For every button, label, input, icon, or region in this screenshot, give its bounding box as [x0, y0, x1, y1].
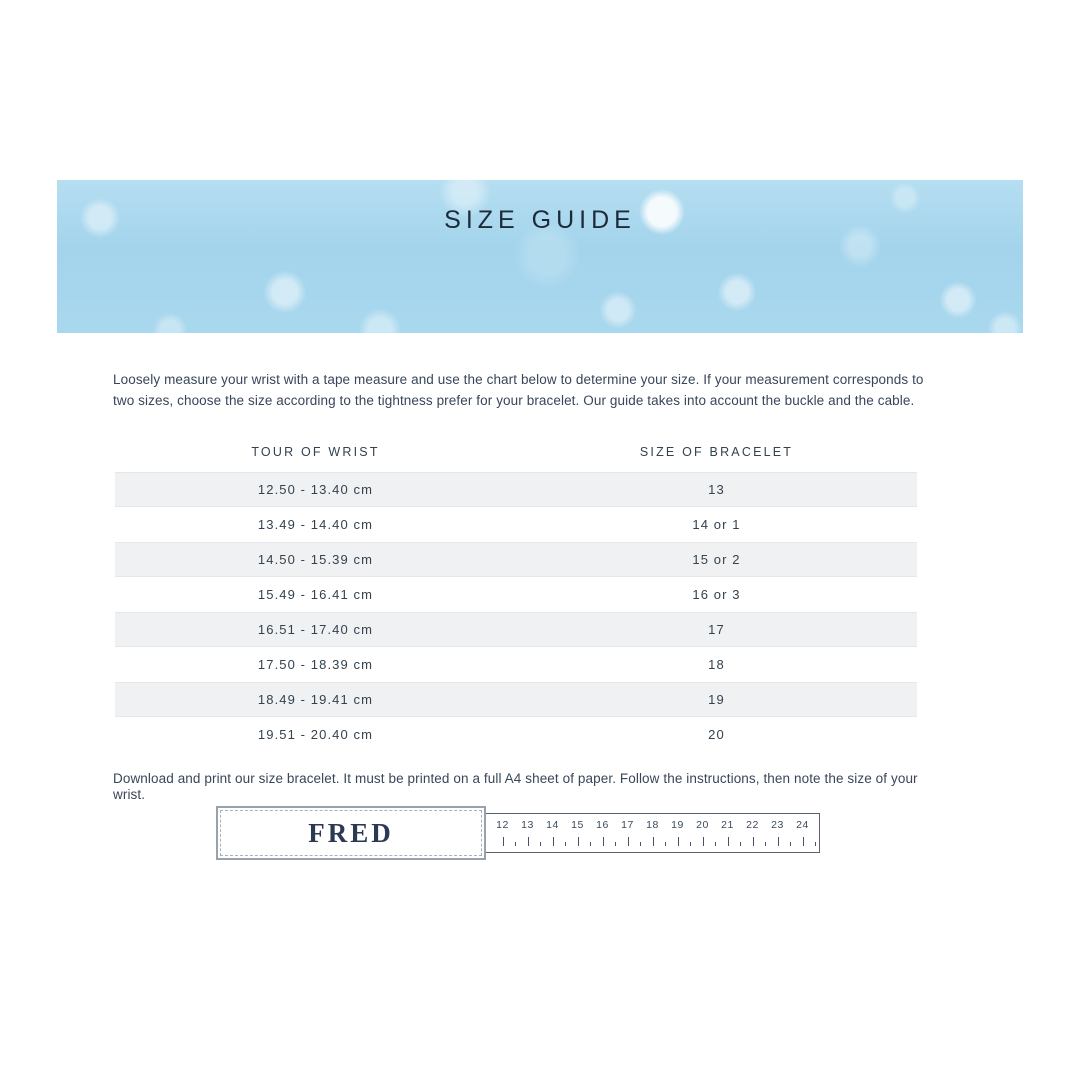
ruler-mark: 23: [765, 814, 791, 852]
ruler-mark: 21: [715, 814, 741, 852]
wrist-range-cell: 12.50 - 13.40 cm: [257, 482, 374, 497]
fred-logo: FRED: [308, 817, 394, 848]
ruler-tick-major: [527, 837, 529, 846]
table-row: 17.50 - 18.39 cm 18: [115, 647, 917, 682]
ruler-mark: 20: [690, 814, 716, 852]
table-row: 13.49 - 14.40 cm 14 or 1: [115, 507, 917, 542]
ruler-number: 24: [796, 819, 809, 831]
ruler-number: 19: [671, 819, 684, 831]
ruler-tick-minor: [764, 842, 766, 846]
bracelet-size-cell: 15 or 2: [692, 552, 741, 567]
table-row: 15.49 - 16.41 cm 16 or 3: [115, 577, 917, 612]
ruler-tick-major: [627, 837, 629, 846]
wrist-range-cell: 14.50 - 15.39 cm: [257, 552, 374, 567]
column-header-tour-of-wrist: TOUR OF WRIST: [251, 445, 380, 459]
ruler-tick-major: [502, 837, 504, 846]
ruler-tick-major: [702, 837, 704, 846]
ruler-number: 17: [621, 819, 634, 831]
bracelet-size-cell: 14 or 1: [692, 517, 741, 532]
ruler-number: 13: [521, 819, 534, 831]
table-row: 19.51 - 20.40 cm 20: [115, 717, 917, 752]
column-header-size-of-bracelet: SIZE OF BRACELET: [639, 445, 794, 459]
ruler-mark: 22: [740, 814, 766, 852]
ruler-number: 14: [546, 819, 559, 831]
wrist-range-cell: 17.50 - 18.39 cm: [257, 657, 374, 672]
wrist-range-cell: 18.49 - 19.41 cm: [257, 692, 374, 707]
ruler-mark: 16: [590, 814, 616, 852]
ruler-mark: 13: [515, 814, 541, 852]
ruler-tick-minor: [689, 842, 691, 846]
wrist-range-cell: 15.49 - 16.41 cm: [257, 587, 374, 602]
table-row: 16.51 - 17.40 cm 17: [115, 612, 917, 647]
ruler-tick-minor: [589, 842, 591, 846]
bracelet-size-cell: 20: [708, 727, 725, 742]
ruler-number: 15: [571, 819, 584, 831]
size-table: TOUR OF WRIST SIZE OF BRACELET 12.50 - 1…: [115, 432, 917, 752]
ruler-mark: 19: [665, 814, 691, 852]
ruler-tick-minor: [739, 842, 741, 846]
ruler-tick-major: [577, 837, 579, 846]
bracelet-size-cell: 13: [708, 482, 725, 497]
intro-text: Loosely measure your wrist with a tape m…: [113, 372, 924, 408]
table-row: 12.50 - 13.40 cm 13: [115, 472, 917, 507]
ruler-mark: 24: [790, 814, 816, 852]
bracelet-size-cell: 16 or 3: [692, 587, 741, 602]
ruler-tick-major: [802, 837, 804, 846]
ruler-tick-major: [777, 837, 779, 846]
ruler-tick-minor: [539, 842, 541, 846]
wrist-range-cell: 16.51 - 17.40 cm: [257, 622, 374, 637]
page-title: SIZE GUIDE: [444, 206, 636, 234]
bracelet-sizer-image: 12 13 14 15 16 17 18 19 20 21 22 23 24 F…: [216, 806, 822, 860]
ruler-tick-major: [602, 837, 604, 846]
ruler-tick-major: [652, 837, 654, 846]
ruler-tick-major: [552, 837, 554, 846]
ruler-tick-minor: [564, 842, 566, 846]
ruler-tick-minor: [664, 842, 666, 846]
wrist-range-cell: 19.51 - 20.40 cm: [257, 727, 374, 742]
ruler-mark: 18: [640, 814, 666, 852]
bracelet-size-cell: 18: [708, 657, 725, 672]
ruler-mark: 15: [565, 814, 591, 852]
ruler-tick-minor: [514, 842, 516, 846]
ruler-tick-major: [727, 837, 729, 846]
ruler-number: 23: [771, 819, 784, 831]
ruler-tick-minor: [614, 842, 616, 846]
wrist-range-cell: 13.49 - 14.40 cm: [257, 517, 374, 532]
ruler-mark: 12: [490, 814, 516, 852]
ruler-mark: 17: [615, 814, 641, 852]
ruler-tick-major: [752, 837, 754, 846]
banner: SIZE GUIDE: [57, 180, 1023, 333]
ruler-tick-minor: [714, 842, 716, 846]
table-row: 18.49 - 19.41 cm 19: [115, 682, 917, 717]
ruler-number: 21: [721, 819, 734, 831]
table-row: 14.50 - 15.39 cm 15 or 2: [115, 542, 917, 577]
bracelet-size-cell: 19: [708, 692, 725, 707]
fred-logo-box: FRED: [216, 806, 486, 860]
ruler-tick-minor: [789, 842, 791, 846]
ruler-tick-major: [677, 837, 679, 846]
bracelet-size-cell: 17: [708, 622, 725, 637]
ruler-tick-minor: [814, 842, 816, 846]
table-header-row: TOUR OF WRIST SIZE OF BRACELET: [115, 432, 917, 472]
ruler-number: 12: [496, 819, 509, 831]
ruler-number: 20: [696, 819, 709, 831]
ruler-strip: 12 13 14 15 16 17 18 19 20 21 22 23 24: [482, 813, 820, 853]
ruler-mark: 14: [540, 814, 566, 852]
ruler-number: 18: [646, 819, 659, 831]
download-note: Download and print our size bracelet. It…: [113, 771, 918, 802]
ruler-number: 22: [746, 819, 759, 831]
ruler-tick-minor: [639, 842, 641, 846]
ruler-number: 16: [596, 819, 609, 831]
